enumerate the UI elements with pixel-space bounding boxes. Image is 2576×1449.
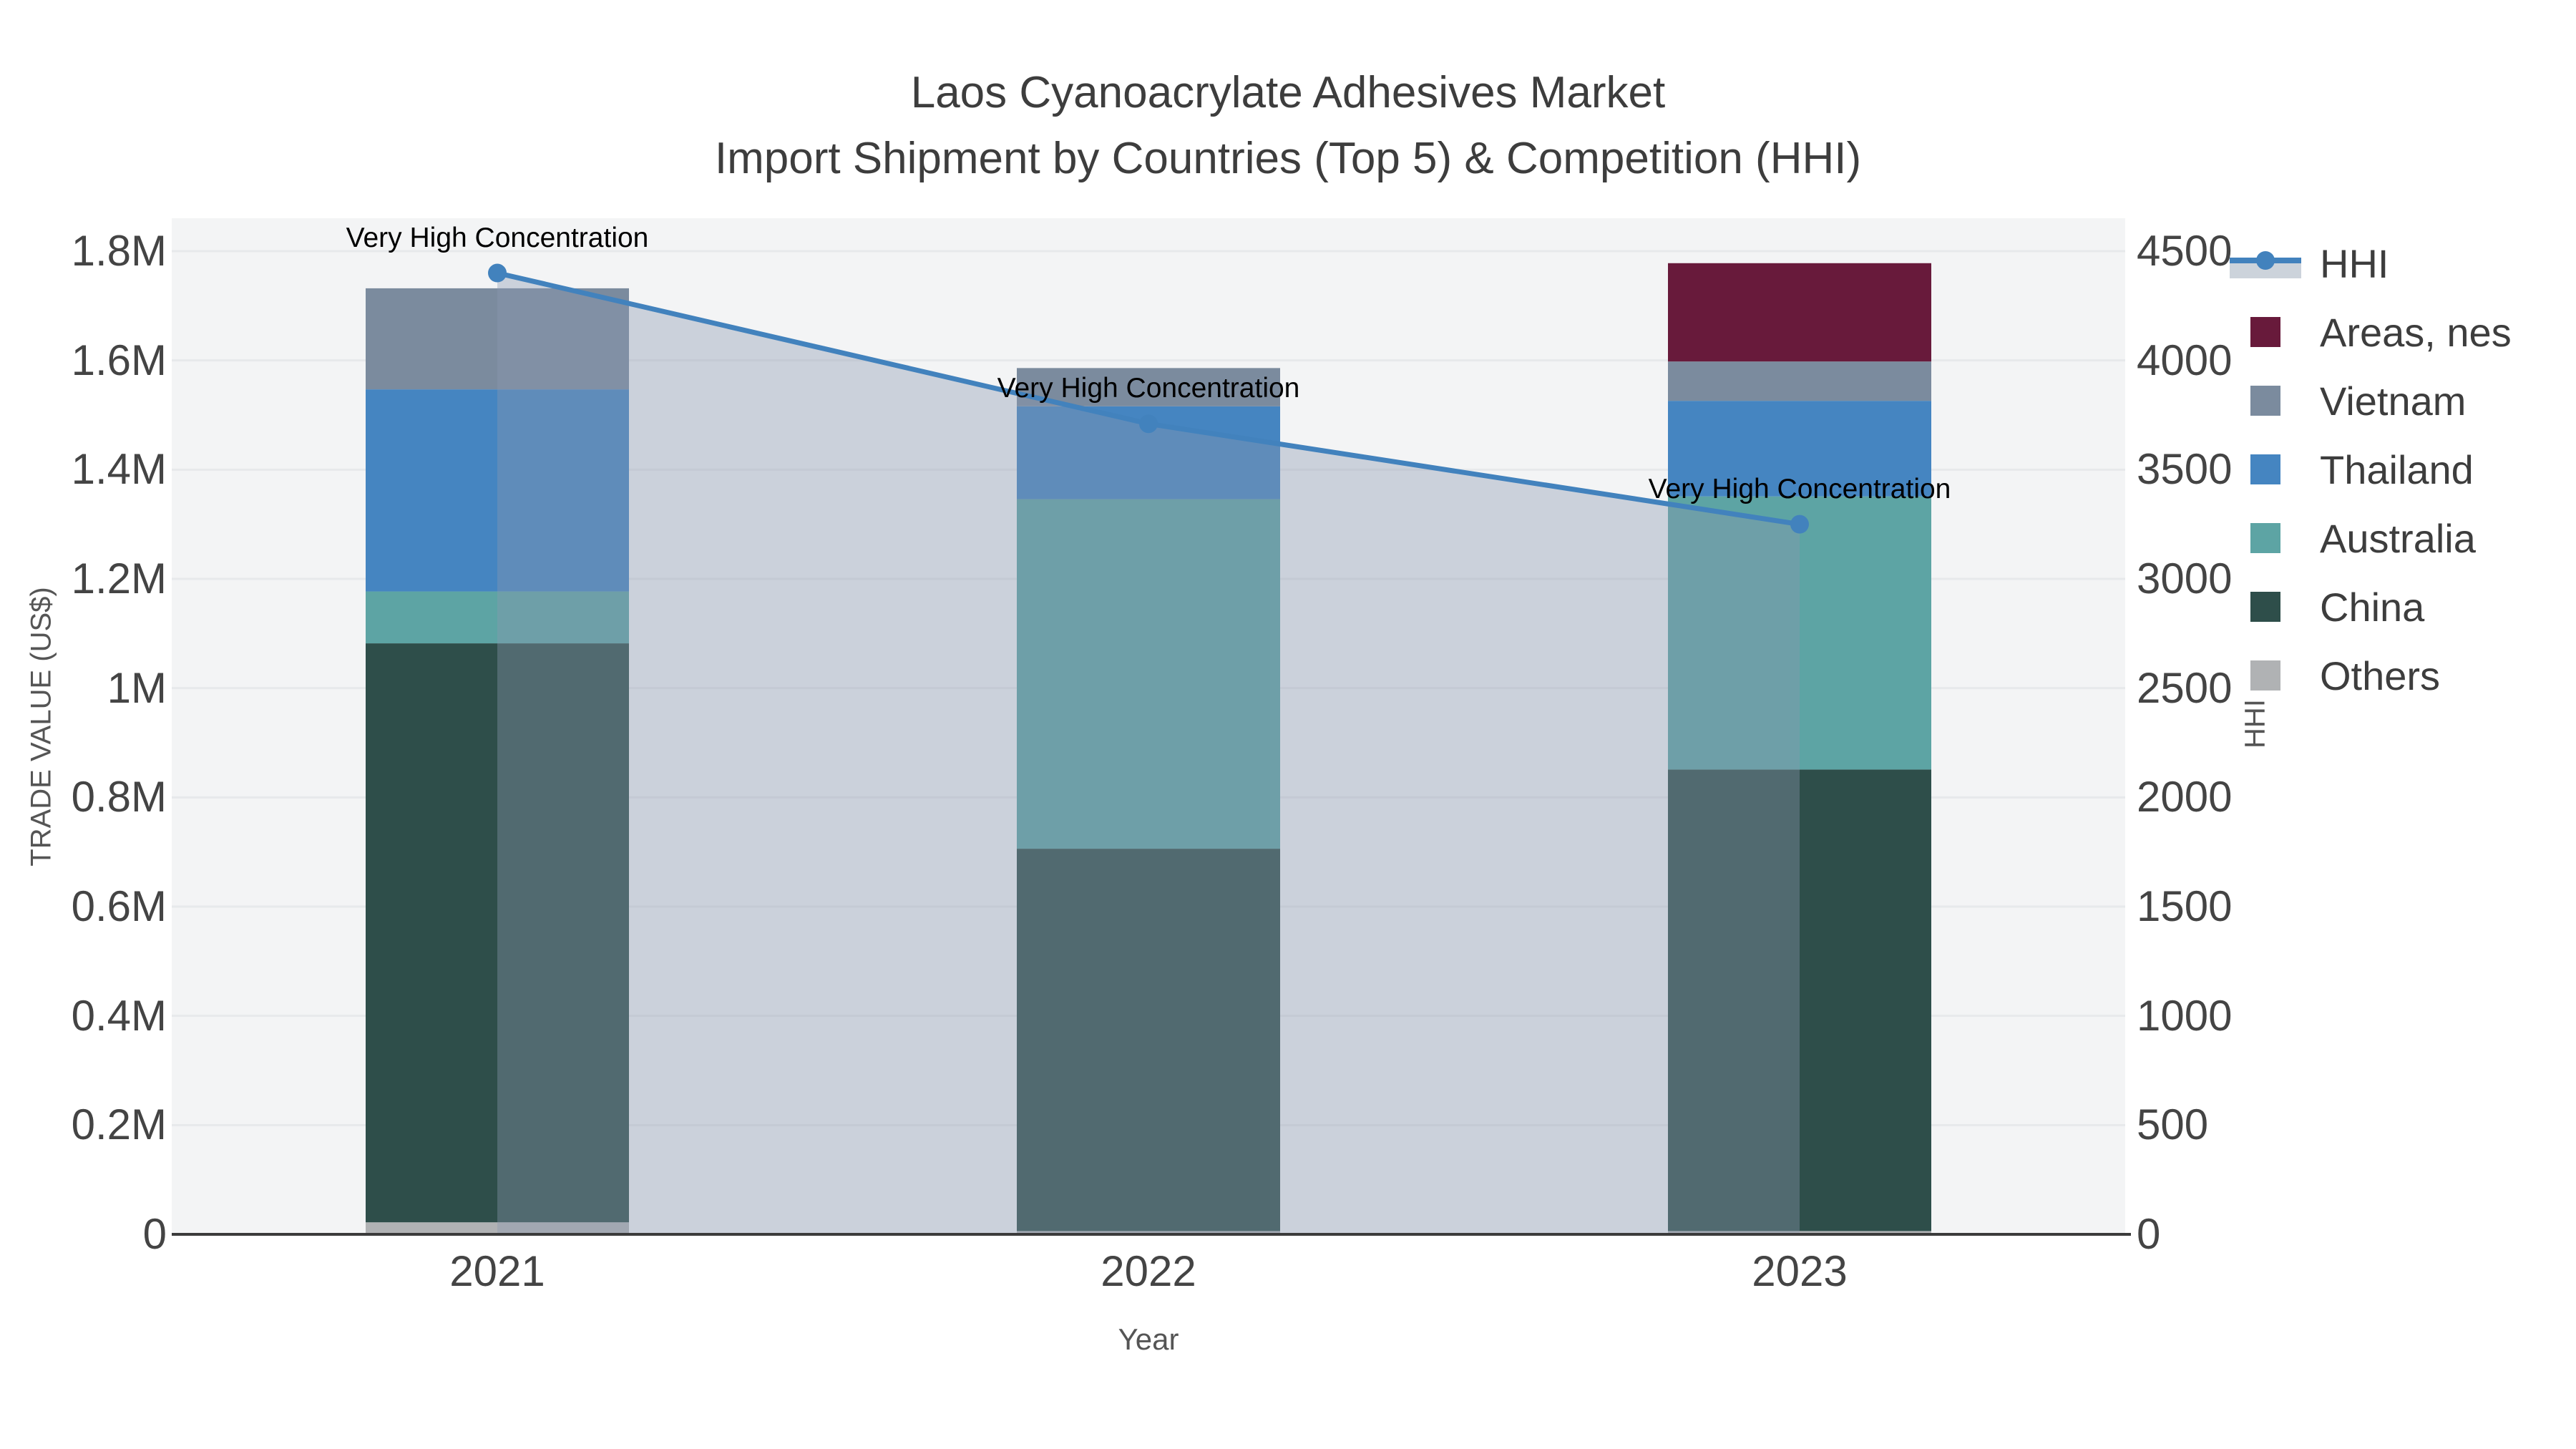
y-left-tick-1.2M: 1.2M: [71, 555, 167, 602]
bar-segment-vietnam-2021[interactable]: [366, 288, 629, 390]
chart-title-line1: Laos Cyanoacrylate Adhesives Market: [910, 68, 1666, 117]
y-left-tick-0.2M: 0.2M: [71, 1101, 167, 1149]
legend-color-swatch: [2250, 386, 2280, 416]
y-right-tick-2500: 2500: [2137, 663, 2233, 712]
hhi-marker-2021[interactable]: [488, 263, 507, 283]
legend-item-china[interactable]: China: [2230, 572, 2424, 642]
legend-label: Areas, nes: [2320, 309, 2512, 355]
bar-segment-thailand-2023[interactable]: [1668, 401, 1931, 497]
legend-item-others[interactable]: Others: [2230, 640, 2440, 711]
legend-item-areas-nes[interactable]: Areas, nes: [2230, 297, 2512, 367]
bar-segment-vietnam-2022[interactable]: [1017, 368, 1280, 406]
bar-segment-australia-2023[interactable]: [1668, 496, 1931, 770]
legend-label: Thailand: [2320, 447, 2474, 492]
y-right-tick-1000: 1000: [2137, 991, 2233, 1040]
bar-segment-vietnam-2023[interactable]: [1668, 361, 1931, 401]
annotation-2022: Very High Concentration: [997, 373, 1300, 404]
x-tick-2021: 2021: [449, 1247, 545, 1295]
y-right-tick-1500: 1500: [2137, 882, 2233, 930]
legend-label: Others: [2320, 653, 2441, 698]
bar-segment-australia-2021[interactable]: [366, 591, 629, 644]
y-right-tick-4500: 4500: [2137, 227, 2233, 275]
bar-segment-others-2021[interactable]: [366, 1222, 629, 1234]
legend-label: Vietnam: [2320, 378, 2467, 424]
y-axis-title-left: TRADE VALUE (US$): [25, 587, 57, 867]
y-right-tick-2000: 2000: [2137, 773, 2233, 821]
x-tick-2023: 2023: [1752, 1247, 1848, 1295]
legend-swatch-icon: [2230, 522, 2301, 555]
bar-segment-areas-nes-2023[interactable]: [1668, 263, 1931, 362]
legend-item-australia[interactable]: Australia: [2230, 503, 2476, 573]
y-left-tick-0.6M: 0.6M: [71, 882, 167, 930]
y-left-tick-0.4M: 0.4M: [71, 991, 167, 1040]
legend-color-swatch: [2250, 317, 2280, 347]
legend-swatch-icon: [2230, 316, 2301, 348]
legend-area-band: [2230, 263, 2301, 278]
y-left-tick-1.6M: 1.6M: [71, 336, 167, 384]
annotation-2021: Very High Concentration: [346, 222, 649, 253]
hhi-marker-2022[interactable]: [1139, 414, 1158, 434]
legend-item-vietnam[interactable]: Vietnam: [2230, 366, 2466, 436]
bar-segment-others-2022[interactable]: [1017, 1231, 1280, 1234]
legend-label: HHI: [2320, 240, 2389, 286]
legend-swatch-icon: [2230, 384, 2301, 417]
bar-segment-china-2022[interactable]: [1017, 849, 1280, 1231]
hhi-marker-2023[interactable]: [1790, 514, 1809, 534]
legend-item-hhi[interactable]: HHI: [2230, 228, 2389, 298]
legend-swatch-icon: [2230, 659, 2301, 692]
y-left-tick-1.8M: 1.8M: [71, 227, 167, 275]
legend-swatch-icon: [2230, 453, 2301, 486]
legend-color-swatch: [2250, 660, 2280, 691]
legend-color-swatch: [2250, 454, 2280, 484]
legend-label: China: [2320, 584, 2425, 630]
bar-segment-china-2023[interactable]: [1668, 769, 1931, 1231]
y-left-tick-0: 0: [142, 1210, 167, 1258]
legend-color-swatch: [2250, 592, 2280, 622]
bar-segment-others-2023[interactable]: [1668, 1231, 1931, 1234]
chart-title: Laos Cyanoacrylate Adhesives Market Impo…: [0, 60, 2576, 192]
legend-swatch-icon: [2230, 590, 2301, 623]
y-left-tick-0.8M: 0.8M: [71, 773, 167, 821]
y-right-tick-0: 0: [2137, 1210, 2161, 1258]
x-axis-title: Year: [1118, 1322, 1179, 1356]
legend-marker-dot-icon: [2256, 251, 2275, 270]
y-right-tick-3000: 3000: [2137, 555, 2233, 602]
legend-item-thailand[interactable]: Thailand: [2230, 434, 2474, 504]
legend-color-swatch: [2250, 523, 2280, 553]
y-left-tick-1M: 1M: [107, 663, 167, 712]
x-tick-2022: 2022: [1101, 1247, 1196, 1295]
bar-segment-australia-2022[interactable]: [1017, 499, 1280, 849]
bar-segment-thailand-2021[interactable]: [366, 389, 629, 592]
y-right-tick-3500: 3500: [2137, 445, 2233, 494]
hhi-area-fill: [497, 273, 1800, 1234]
y-left-tick-1.4M: 1.4M: [71, 445, 167, 494]
annotation-2023: Very High Concentration: [1648, 473, 1951, 504]
y-right-tick-500: 500: [2137, 1101, 2209, 1149]
legend-label: Australia: [2320, 515, 2476, 561]
chart-title-line2: Import Shipment by Countries (Top 5) & C…: [714, 134, 1862, 183]
legend-hhi-line-sample-icon: [2230, 247, 2301, 280]
bar-segment-china-2021[interactable]: [366, 643, 629, 1223]
y-right-tick-4000: 4000: [2137, 336, 2233, 384]
